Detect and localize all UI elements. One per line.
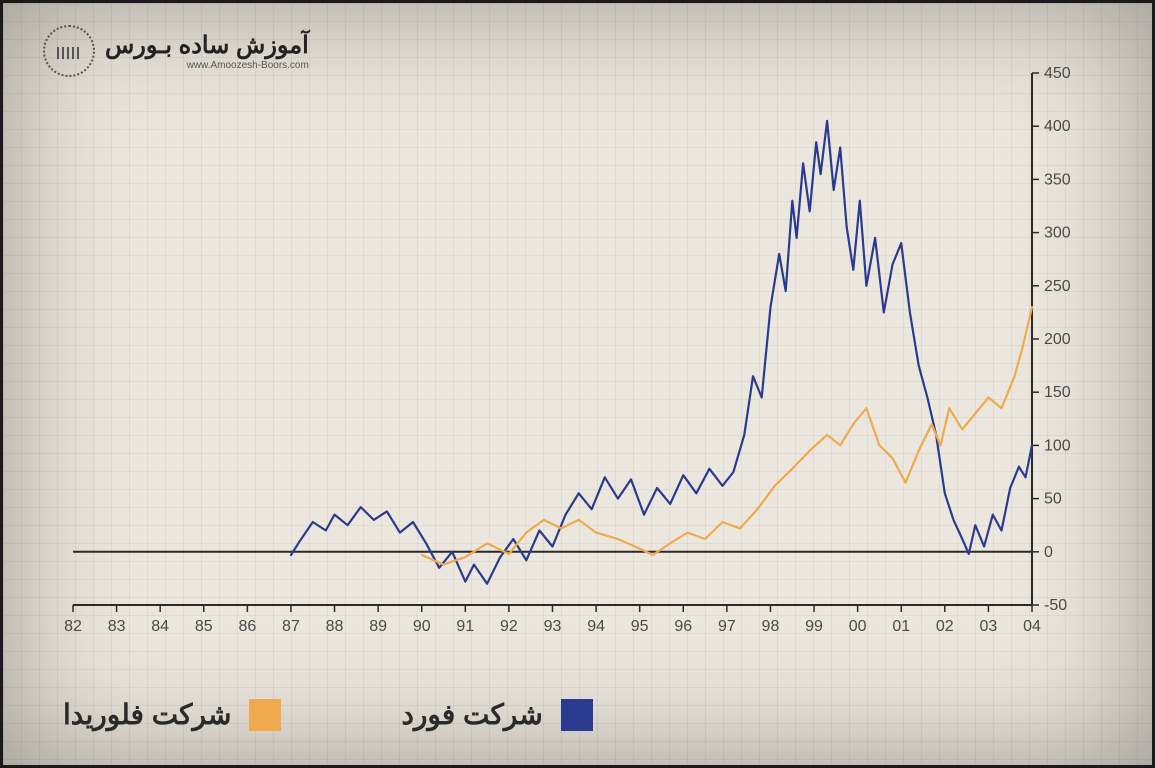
svg-text:0: 0 — [1044, 544, 1053, 561]
svg-text:03: 03 — [980, 618, 998, 635]
svg-text:96: 96 — [674, 618, 692, 635]
svg-text:82: 82 — [64, 618, 82, 635]
svg-text:92: 92 — [500, 618, 518, 635]
svg-text:84: 84 — [151, 618, 169, 635]
svg-text:95: 95 — [631, 618, 649, 635]
svg-text:98: 98 — [762, 618, 780, 635]
legend-swatch-ford — [561, 699, 593, 731]
svg-text:04: 04 — [1023, 618, 1041, 635]
svg-text:01: 01 — [892, 618, 910, 635]
svg-text:200: 200 — [1044, 331, 1071, 348]
svg-text:300: 300 — [1044, 225, 1071, 242]
svg-text:93: 93 — [544, 618, 562, 635]
legend: شرکت فورد شرکت فلوریدا — [63, 698, 593, 731]
svg-text:150: 150 — [1044, 384, 1071, 401]
svg-text:02: 02 — [936, 618, 954, 635]
svg-text:88: 88 — [326, 618, 344, 635]
svg-text:-50: -50 — [1044, 597, 1067, 614]
svg-text:50: 50 — [1044, 491, 1062, 508]
svg-text:400: 400 — [1044, 118, 1071, 135]
svg-text:90: 90 — [413, 618, 431, 635]
logo-main-text: آموزش ساده بـورس — [105, 31, 309, 60]
svg-text:85: 85 — [195, 618, 213, 635]
chart-frame: آموزش ساده بـورس www.Amoozesh-Boors.com … — [0, 0, 1155, 768]
svg-text:94: 94 — [587, 618, 605, 635]
svg-text:250: 250 — [1044, 278, 1071, 295]
svg-text:87: 87 — [282, 618, 300, 635]
svg-text:00: 00 — [849, 618, 867, 635]
svg-text:450: 450 — [1044, 65, 1071, 82]
legend-item-ford: شرکت فورد — [401, 698, 592, 731]
legend-item-florida: شرکت فلوریدا — [63, 698, 281, 731]
chart-area: -50 0 50 100 150 200 250 300 350 400 450 82 83 84 85 86… — [63, 63, 1092, 645]
svg-text:91: 91 — [456, 618, 474, 635]
svg-text:83: 83 — [108, 618, 126, 635]
svg-text:99: 99 — [805, 618, 823, 635]
legend-swatch-florida — [249, 699, 281, 731]
svg-text:89: 89 — [369, 618, 387, 635]
legend-label-florida: شرکت فلوریدا — [63, 698, 231, 731]
line-chart: -50 0 50 100 150 200 250 300 350 400 450 82 83 84 85 86… — [63, 63, 1092, 645]
svg-text:97: 97 — [718, 618, 736, 635]
svg-text:86: 86 — [238, 618, 256, 635]
legend-label-ford: شرکت فورد — [401, 698, 542, 731]
svg-text:350: 350 — [1044, 171, 1071, 188]
svg-text:100: 100 — [1044, 437, 1071, 454]
